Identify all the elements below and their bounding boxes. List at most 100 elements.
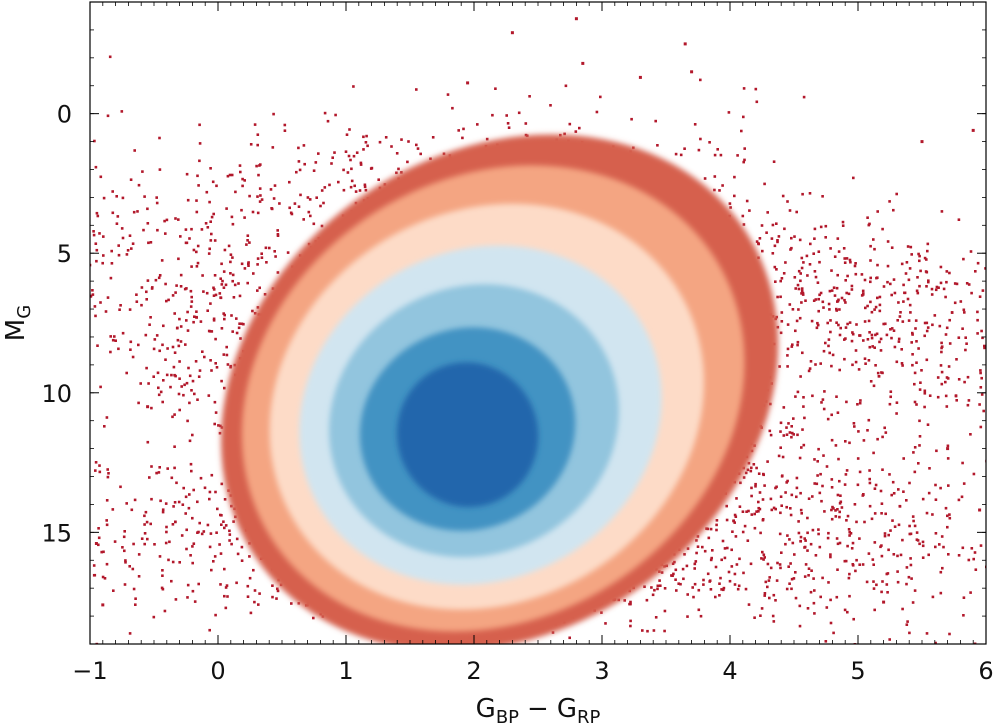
sparse-point (723, 556, 727, 560)
sparse-point (125, 371, 128, 375)
sparse-point (362, 148, 365, 151)
sparse-point (15, 143, 18, 146)
sparse-point (816, 321, 819, 325)
sparse-point (137, 553, 141, 556)
sparse-point (976, 261, 980, 265)
sparse-point (695, 539, 698, 542)
sparse-point (129, 178, 133, 181)
sparse-point (205, 190, 209, 194)
sparse-point (249, 143, 253, 146)
sparse-point (208, 628, 211, 632)
sparse-point (797, 287, 801, 291)
sparse-point (720, 558, 723, 562)
sparse-point (146, 279, 150, 282)
sparse-point (918, 419, 921, 423)
sparse-point (785, 505, 788, 509)
sparse-point (178, 360, 181, 363)
sparse-point (58, 186, 61, 189)
sparse-point (196, 500, 199, 504)
sparse-point (915, 531, 919, 534)
sparse-point (56, 224, 59, 227)
sparse-point (192, 542, 196, 545)
sparse-point (184, 228, 188, 231)
sparse-point (390, 145, 393, 148)
sparse-point (189, 305, 193, 308)
sparse-point (699, 614, 703, 618)
sparse-point (808, 192, 812, 195)
sparse-point (870, 310, 874, 314)
sparse-point (895, 360, 899, 364)
sparse-point (908, 481, 911, 485)
sparse-point (350, 167, 353, 171)
sparse-point (246, 234, 250, 237)
sparse-point (681, 567, 685, 571)
sparse-point (742, 571, 745, 575)
sparse-point (905, 566, 909, 569)
sparse-point (913, 589, 917, 592)
sparse-point (25, 246, 28, 249)
outlier-point (146, 405, 150, 409)
sparse-point (26, 233, 29, 236)
sparse-point (819, 362, 822, 365)
sparse-point (843, 357, 846, 361)
sparse-point (223, 386, 226, 390)
sparse-point (934, 545, 937, 549)
sparse-point (162, 379, 165, 382)
sparse-point (979, 544, 983, 547)
sparse-point (112, 589, 115, 592)
sparse-point (679, 582, 682, 586)
sparse-point (875, 332, 879, 336)
sparse-point (927, 491, 931, 495)
sparse-point (1, 199, 4, 202)
sparse-point (132, 210, 136, 214)
outlier-point (882, 600, 886, 604)
y-axis-label-m: M (1, 319, 31, 341)
sparse-point (926, 249, 929, 253)
sparse-point (901, 607, 904, 611)
sparse-point (897, 337, 901, 341)
sparse-point (239, 170, 242, 174)
sparse-point (902, 283, 905, 287)
sparse-point (362, 135, 365, 139)
sparse-point (799, 535, 803, 539)
sparse-point (908, 524, 911, 528)
sparse-point (702, 578, 705, 582)
sparse-point (219, 277, 222, 280)
sparse-point (721, 539, 725, 543)
sparse-point (799, 540, 802, 543)
sparse-point (211, 180, 215, 184)
sparse-point (937, 286, 940, 289)
sparse-point (79, 390, 82, 393)
sparse-point (739, 481, 742, 485)
sparse-point (158, 466, 161, 469)
sparse-point (34, 228, 37, 231)
sparse-point (248, 241, 251, 244)
sparse-point (817, 297, 820, 301)
sparse-point (457, 129, 460, 132)
sparse-point (810, 319, 814, 323)
sparse-point (779, 446, 782, 449)
x-axis-label-sub1: BP (496, 707, 519, 725)
sparse-point (226, 174, 230, 178)
sparse-point (161, 400, 164, 404)
sparse-point (846, 514, 850, 518)
sparse-point (48, 567, 51, 570)
sparse-point (137, 343, 140, 347)
sparse-point (105, 562, 109, 566)
sparse-point (911, 353, 914, 356)
sparse-point (155, 334, 159, 337)
sparse-point (57, 312, 60, 315)
sparse-point (852, 176, 855, 180)
sparse-point (773, 244, 777, 248)
sparse-point (757, 472, 761, 475)
sparse-point (701, 545, 704, 549)
sparse-point (604, 622, 607, 625)
sparse-point (143, 195, 146, 198)
sparse-point (80, 560, 83, 563)
sparse-point (226, 595, 229, 598)
sparse-point (256, 306, 260, 309)
sparse-point (814, 363, 817, 366)
sparse-point (109, 335, 112, 338)
sparse-point (200, 532, 204, 536)
sparse-point (462, 127, 465, 131)
